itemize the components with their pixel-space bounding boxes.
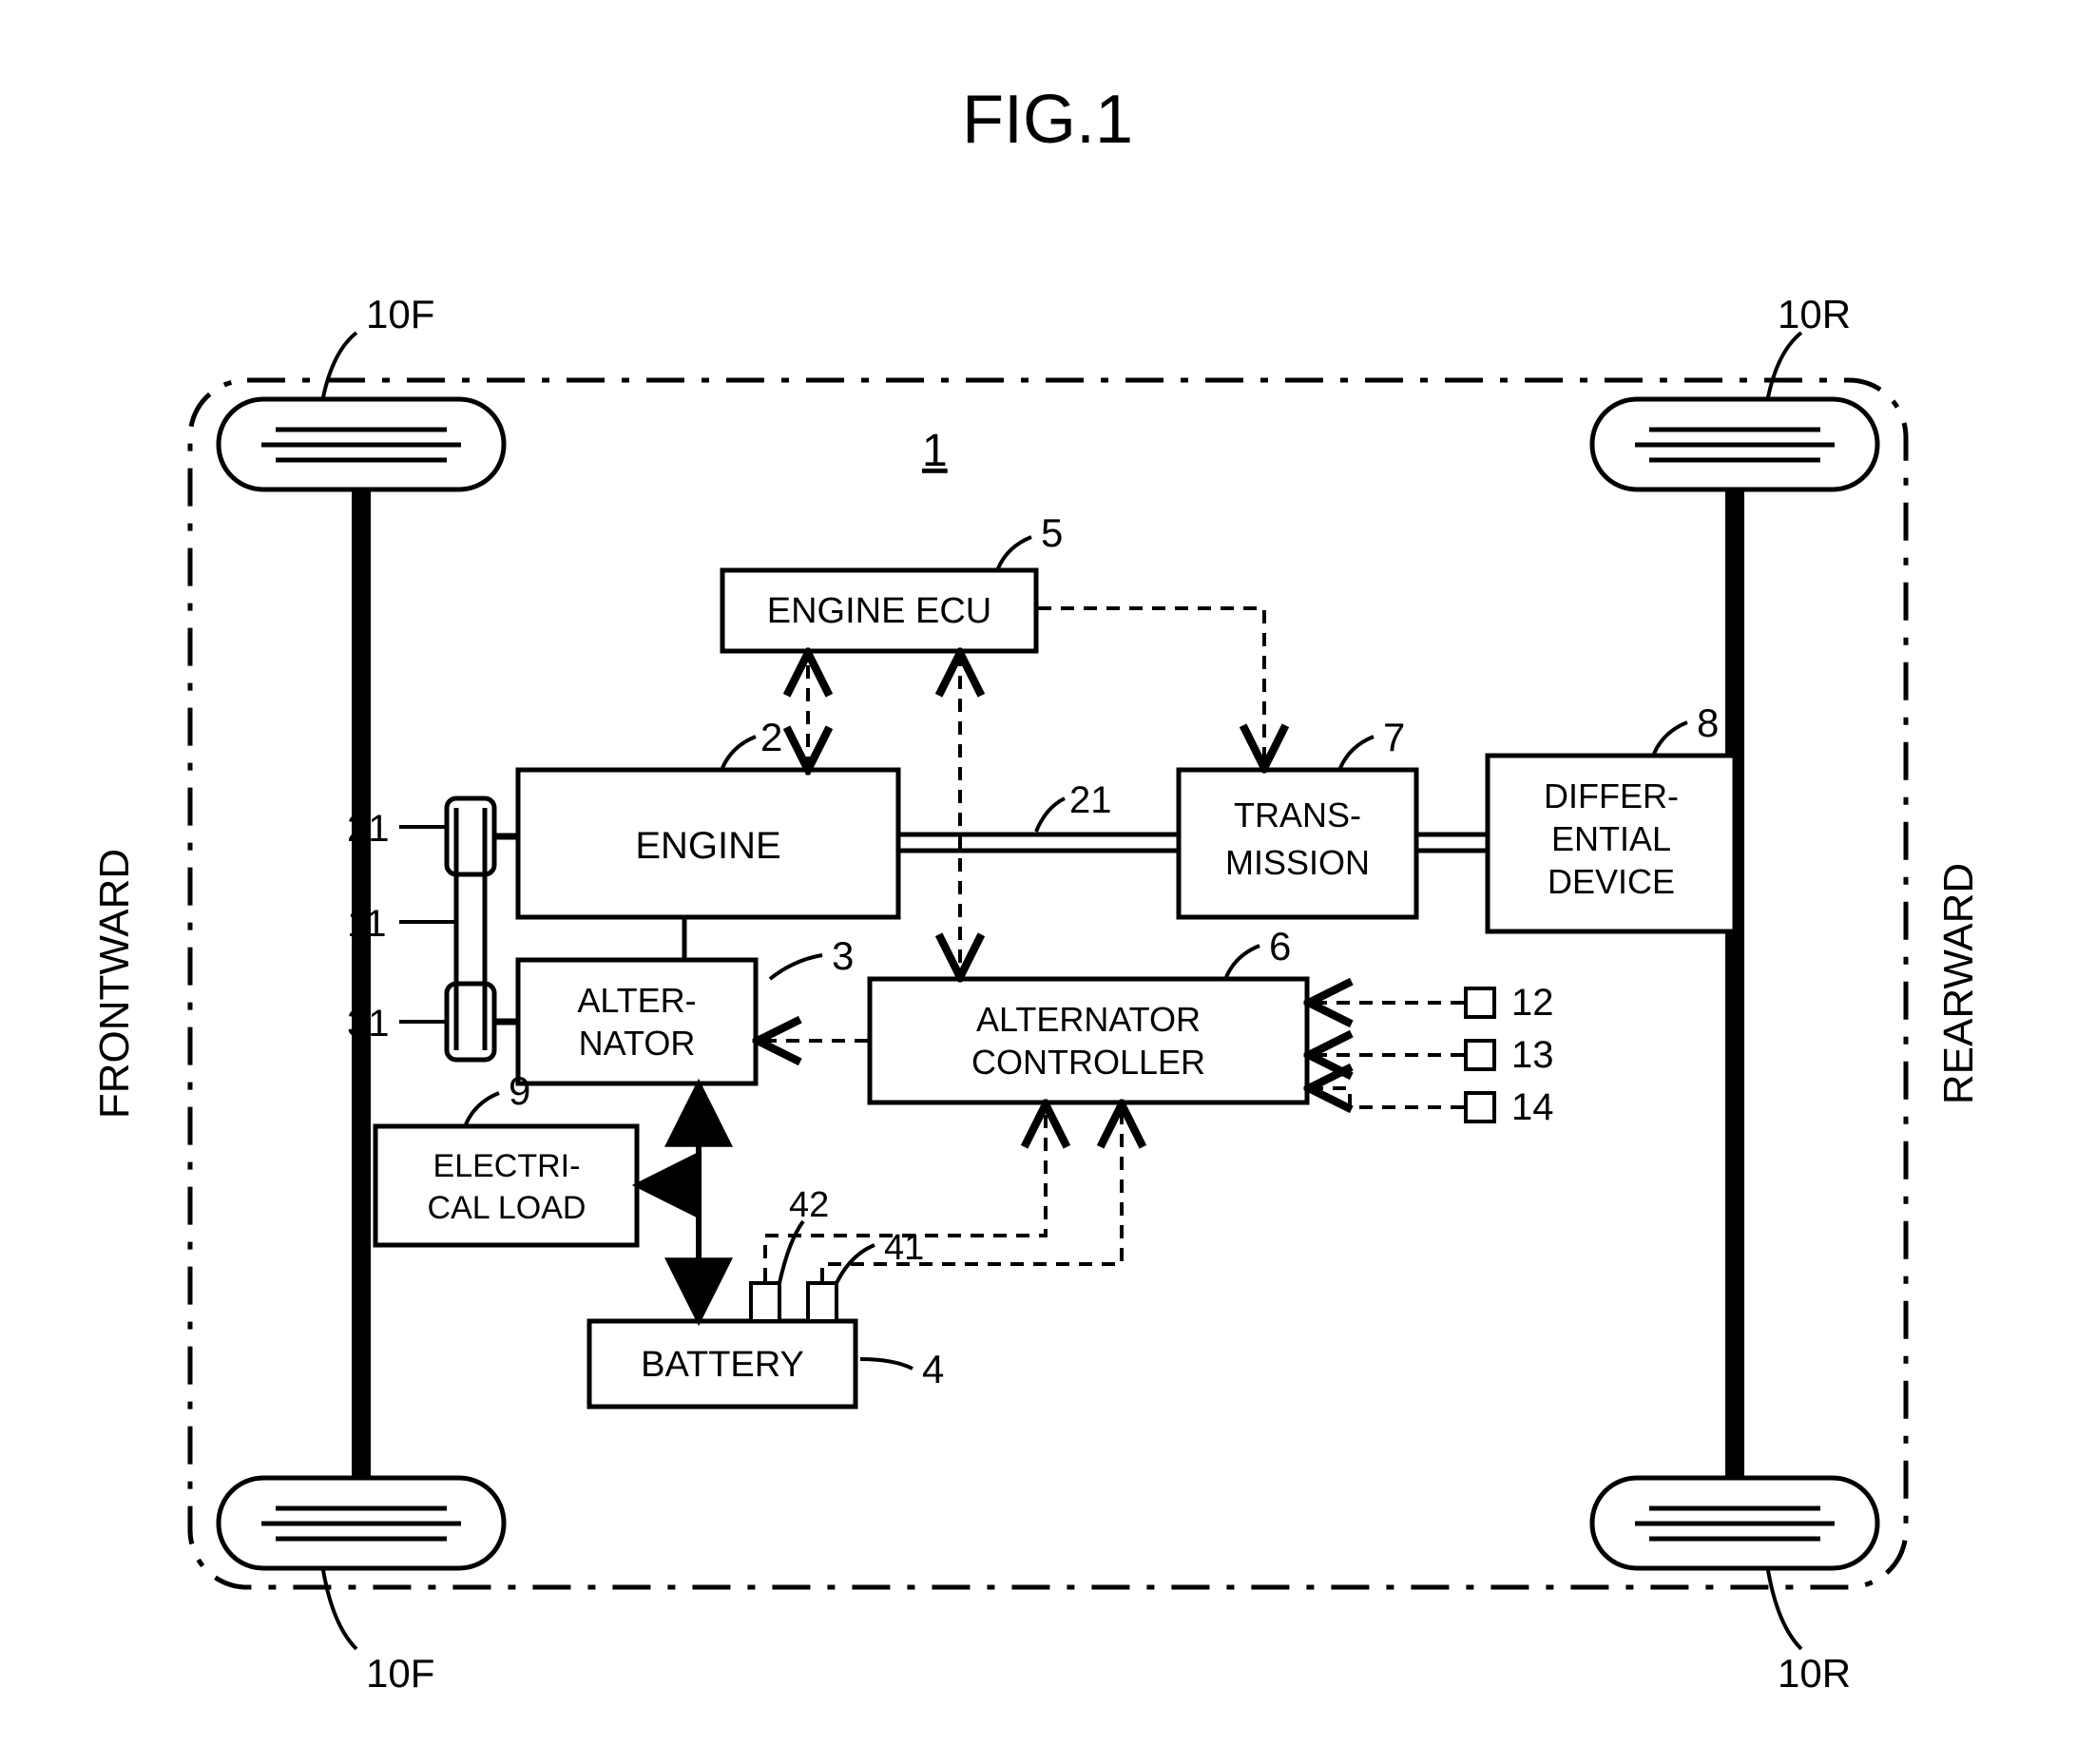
ref-12: 12 — [1511, 982, 1554, 1024]
alt-controller-l1: ALTERNATOR — [976, 1000, 1201, 1039]
frontward-label: FRONTWARD — [91, 849, 138, 1119]
rear-axle — [1725, 489, 1744, 1478]
ref-shaft-21: 21 — [1069, 779, 1112, 821]
ref-3: 3 — [832, 933, 854, 978]
callout-8 — [1654, 722, 1687, 754]
batt-sensor-41 — [808, 1283, 836, 1321]
ref-13: 13 — [1511, 1034, 1554, 1076]
differential-l2: ENTIAL — [1551, 819, 1671, 858]
ref-14: 14 — [1511, 1086, 1554, 1128]
electrical-load-l1: ELECTRI- — [433, 1148, 581, 1184]
alternator-l1: ALTER- — [577, 981, 696, 1020]
sig-ecu-trans — [1038, 608, 1264, 768]
ref-21-left: 21 — [347, 808, 390, 850]
electrical-load-box — [375, 1126, 637, 1245]
ref-4: 4 — [922, 1347, 944, 1391]
callout-10f-bottom — [323, 1570, 356, 1649]
label-10r-top: 10R — [1778, 292, 1851, 336]
wheel-rear-top — [1592, 399, 1877, 489]
rearward-label: REARWARD — [1935, 863, 1982, 1104]
callout-10r-top — [1768, 333, 1801, 397]
transmission-l1: TRANS- — [1234, 796, 1361, 834]
alternator-box — [518, 960, 756, 1083]
ref-11: 11 — [347, 903, 387, 945]
boundary-label: 1 — [922, 426, 948, 476]
callout-10r-bottom — [1768, 1570, 1801, 1649]
alt-controller-box — [870, 979, 1307, 1102]
alt-controller-l2: CONTROLLER — [971, 1043, 1205, 1082]
battery-text: BATTERY — [641, 1345, 804, 1385]
sensor-13 — [1466, 1041, 1494, 1069]
ref-7: 7 — [1383, 715, 1405, 759]
sig-b41-altctl — [822, 1104, 1122, 1281]
wheel-front-top — [219, 399, 504, 489]
sig-s14-altctl — [1309, 1088, 1464, 1107]
label-10f-bottom: 10F — [366, 1651, 434, 1696]
callout-3 — [770, 955, 822, 979]
sensor-14 — [1466, 1093, 1494, 1122]
label-10f-top: 10F — [366, 292, 434, 336]
electrical-load-l2: CAL LOAD — [428, 1190, 586, 1226]
callout-5 — [998, 537, 1031, 568]
callout-2 — [722, 737, 756, 768]
figure-title: FIG.1 — [962, 82, 1133, 158]
callout-9 — [466, 1093, 499, 1124]
differential-l3: DEVICE — [1548, 862, 1675, 901]
ref-31: 31 — [347, 1003, 390, 1045]
ref-5: 5 — [1041, 510, 1063, 555]
callout-42 — [779, 1221, 803, 1283]
wheel-rear-bottom — [1592, 1478, 1877, 1568]
ref-6: 6 — [1269, 924, 1291, 968]
callout-4 — [860, 1359, 913, 1369]
wheel-front-bottom — [219, 1478, 504, 1568]
engine-text: ENGINE — [635, 825, 780, 867]
ref-8: 8 — [1697, 700, 1719, 745]
ref-2: 2 — [760, 715, 782, 759]
transmission-l2: MISSION — [1225, 843, 1370, 882]
label-10r-bottom: 10R — [1778, 1651, 1851, 1696]
callout-shaft-21 — [1036, 798, 1065, 832]
batt-sensor-42 — [751, 1283, 779, 1321]
callout-7 — [1340, 737, 1374, 768]
sensor-12 — [1466, 988, 1494, 1017]
diagram-svg: FIG.1 1 FRONTWARD REARWARD 10F 10F 10R 1… — [0, 0, 2096, 1764]
front-axle — [352, 489, 371, 1478]
callout-6 — [1226, 946, 1260, 977]
ref-9: 9 — [509, 1068, 530, 1113]
ref-42: 42 — [789, 1185, 829, 1225]
alternator-l2: NATOR — [579, 1024, 696, 1063]
engine-ecu-text: ENGINE ECU — [767, 591, 991, 631]
differential-l1: DIFFER- — [1544, 777, 1679, 815]
callout-10f-top — [323, 333, 356, 397]
figure-page: FIG.1 1 FRONTWARD REARWARD 10F 10F 10R 1… — [0, 0, 2096, 1764]
